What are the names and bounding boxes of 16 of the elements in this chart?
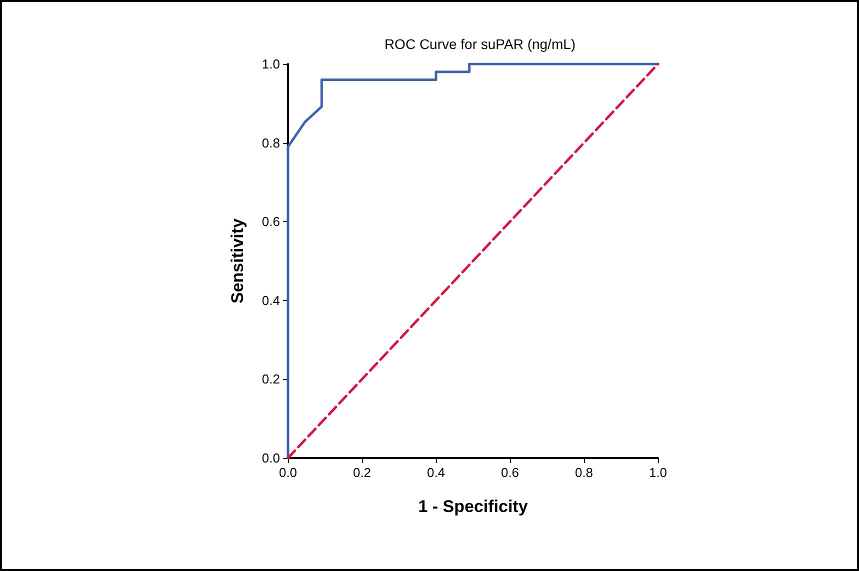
x-tick-label: 0.2	[352, 465, 372, 480]
chart-title: ROC Curve for suPAR (ng/mL)	[384, 36, 576, 52]
y-tick-label: 0.0	[262, 450, 280, 466]
y-tick-label: 0.4	[262, 292, 280, 308]
x-tick-label: 1.0	[648, 465, 668, 480]
x-tick-label: 0.0	[278, 465, 298, 480]
y-tick-label: 0.6	[262, 214, 280, 230]
y-tick-label: 0.8	[262, 135, 280, 150]
x-tick-label: 0.4	[426, 465, 446, 480]
x-tick-label: 0.6	[500, 465, 520, 480]
y-tick-label: 0.2	[262, 372, 280, 387]
x-tick-label: 0.8	[574, 465, 594, 480]
y-tick-label: 1.0	[262, 56, 280, 72]
line-series	[286, 62, 660, 460]
y-axis-title: Sensitivity	[228, 218, 247, 304]
x-axis-title: 1 - Specificity	[418, 497, 528, 516]
